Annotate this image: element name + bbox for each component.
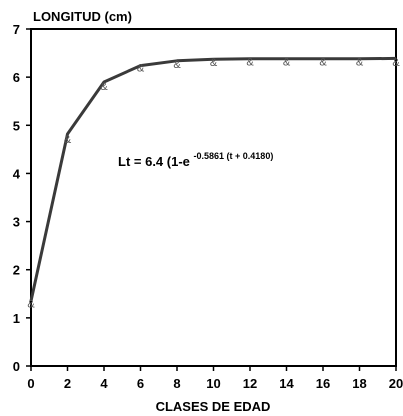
observed-point: & — [210, 57, 218, 69]
y-tick-label: 4 — [13, 166, 21, 181]
x-tick-label: 8 — [173, 376, 180, 391]
observed-point: & — [246, 57, 254, 69]
observed-point: & — [283, 57, 291, 69]
x-tick-label: 12 — [243, 376, 257, 391]
observed-point: & — [64, 134, 72, 146]
y-tick-label: 2 — [13, 263, 20, 278]
x-tick-label: 6 — [137, 376, 144, 391]
fitted-curve-line — [29, 56, 397, 302]
observed-point: & — [137, 63, 145, 75]
y-tick-label: 3 — [13, 215, 20, 230]
y-tick-label: 1 — [13, 311, 20, 326]
y-tick-label: 0 — [13, 359, 20, 374]
x-axis-title: CLASES DE EDAD — [156, 399, 271, 414]
observed-point: & — [356, 57, 364, 69]
x-tick-label: 2 — [64, 376, 71, 391]
y-tick-label: 5 — [13, 118, 20, 133]
observed-point: & — [27, 298, 35, 310]
observed-point: & — [173, 59, 181, 71]
observed-point: & — [319, 57, 327, 69]
x-tick-label: 10 — [206, 376, 220, 391]
x-tick-label: 16 — [316, 376, 330, 391]
equation-annotation: Lt = 6.4 (1-e -0.5861 (t + 0.4180) — [118, 151, 273, 169]
observed-point: & — [392, 57, 400, 69]
x-axis: 0 2 4 6 8 10 12 14 16 18 20 — [27, 366, 403, 391]
equation-exponent: -0.5861 (t + 0.4180) — [194, 151, 274, 161]
x-tick-label: 18 — [352, 376, 366, 391]
series-layer: & & & & & & & & & & & — [27, 57, 400, 311]
x-tick-label: 4 — [100, 376, 108, 391]
y-axis-title: LONGITUD (cm) — [33, 9, 132, 24]
x-tick-label: 14 — [279, 376, 294, 391]
plot-frame — [30, 28, 397, 367]
x-tick-label: 0 — [27, 376, 34, 391]
y-tick-label: 7 — [13, 22, 20, 37]
y-axis: 0 1 2 3 4 5 6 7 — [13, 22, 31, 374]
observed-point: & — [100, 81, 108, 93]
equation-lead: Lt = 6.4 (1-e — [118, 154, 190, 169]
y-tick-label: 6 — [13, 70, 20, 85]
x-tick-label: 20 — [389, 376, 403, 391]
